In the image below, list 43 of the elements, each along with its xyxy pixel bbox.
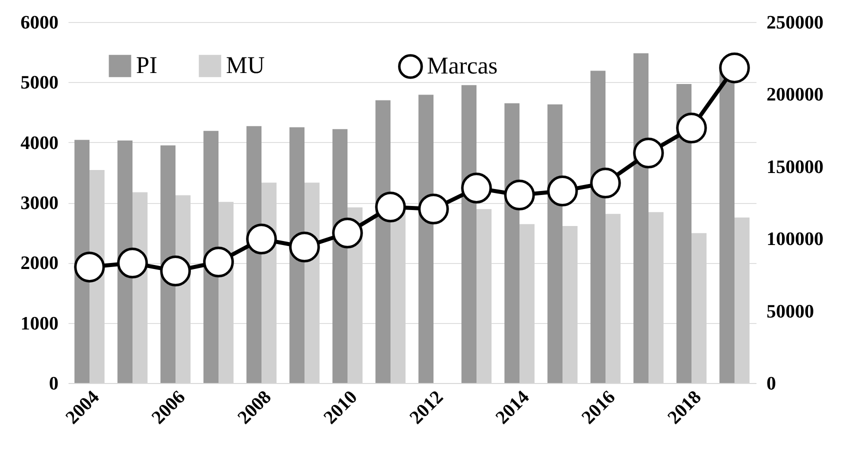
bar	[676, 84, 692, 383]
legend-label: PI	[136, 53, 158, 79]
point	[676, 112, 707, 144]
legend-label: MU	[226, 53, 265, 79]
point	[633, 138, 664, 168]
bar	[590, 70, 606, 383]
bar	[633, 53, 648, 383]
bar	[375, 100, 390, 383]
y-tick-label: 4000	[20, 132, 58, 154]
y2-tick-label: 50000	[766, 301, 814, 322]
point	[719, 52, 750, 84]
bar	[289, 127, 304, 383]
bar	[504, 103, 520, 383]
point	[289, 232, 320, 262]
bar	[461, 85, 476, 383]
point	[418, 194, 449, 224]
point	[117, 248, 148, 278]
bar	[332, 129, 348, 383]
point	[246, 224, 277, 254]
legend-label: Marcas	[427, 54, 498, 80]
point	[203, 246, 234, 278]
y2-tick-label: 0	[766, 374, 776, 394]
y2-tick-label: 100000	[766, 229, 824, 250]
y-tick-label: 2000	[20, 253, 58, 274]
point	[504, 180, 535, 210]
point	[547, 176, 578, 206]
bar	[203, 130, 218, 383]
point	[74, 252, 105, 282]
bar	[547, 104, 562, 383]
y-tick-label: 0	[49, 374, 58, 394]
point	[375, 192, 406, 222]
y-tick-label: 3000	[20, 193, 58, 214]
y2-tick-label: 150000	[766, 156, 824, 178]
point	[332, 218, 363, 248]
point	[590, 168, 621, 198]
point	[461, 172, 492, 204]
bar	[418, 94, 434, 383]
y-tick-label: 6000	[20, 12, 58, 34]
y2-tick-label: 250000	[766, 12, 824, 34]
y-tick-label: 1000	[20, 313, 58, 334]
y2-tick-label: 200000	[766, 84, 824, 106]
y-tick-label: 5000	[20, 72, 58, 94]
point	[160, 256, 191, 286]
